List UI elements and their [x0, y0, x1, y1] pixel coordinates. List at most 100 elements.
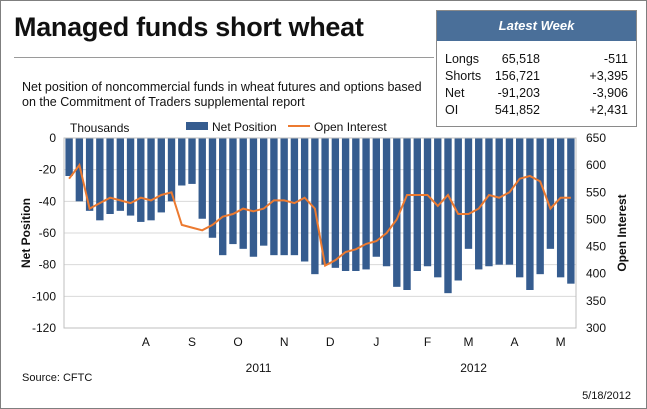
y-tick-label-right: 400 [586, 267, 606, 281]
y-tick-label-right: 300 [586, 321, 606, 335]
y-tick-label-left: -80 [39, 258, 57, 272]
net-position-bar [126, 138, 135, 216]
net-position-bar [567, 138, 575, 284]
latest-week-label: Net [445, 86, 465, 100]
latest-week-panel: Latest Week Longs 65,518 -511 Shorts 156… [436, 10, 637, 127]
y-tick-label-right: 550 [586, 185, 606, 199]
net-position-bar [454, 138, 462, 281]
latest-week-row-shorts: Shorts 156,721 +3,395 [437, 67, 636, 84]
net-position-bar [249, 138, 258, 257]
y-tick-label-left: 0 [49, 131, 56, 145]
net-position-bar [341, 138, 350, 271]
net-position-bar [382, 138, 391, 267]
net-position-bar [464, 138, 473, 249]
net-position-bar [475, 138, 483, 270]
y-tick-label-right: 350 [586, 294, 606, 308]
net-position-bar [495, 138, 503, 265]
latest-week-label: OI [445, 103, 459, 117]
x-month-label: O [233, 335, 242, 349]
net-position-bar [96, 138, 104, 221]
x-year-label: 2011 [246, 361, 272, 375]
x-month-label: F [424, 335, 431, 349]
x-month-label: J [373, 335, 379, 349]
y-tick-label-right: 650 [586, 131, 606, 145]
latest-week-row-oi: OI 541,852 +2,431 [437, 101, 636, 118]
latest-week-value: -91,203 [497, 86, 540, 100]
net-position-bar [65, 138, 73, 176]
net-position-bar [546, 138, 555, 249]
x-month-label: A [511, 335, 519, 349]
latest-week-change: -511 [603, 52, 628, 66]
net-position-bar [219, 138, 227, 256]
net-position-bar [393, 138, 401, 287]
y-axis-title-left: Net Position [19, 198, 33, 268]
net-position-bar [331, 138, 340, 268]
legend-label-net-position: Net Position [212, 120, 277, 134]
legend-label-open-interest: Open Interest [314, 120, 387, 134]
net-position-bar [137, 138, 145, 222]
y-tick-label-right: 600 [586, 158, 606, 172]
y-axis-title-right: Open Interest [615, 194, 629, 271]
y-tick-label-left: -40 [39, 194, 57, 208]
net-position-bar [515, 138, 524, 278]
y-tick-label-right: 500 [586, 212, 606, 226]
units-label: Thousands [70, 121, 129, 135]
x-month-label: D [326, 335, 335, 349]
net-position-bar [106, 138, 114, 214]
y-tick-label-right: 450 [586, 240, 606, 254]
latest-week-value: 156,721 [494, 69, 540, 83]
y-tick-label-left: -100 [32, 289, 56, 303]
x-month-label: M [556, 335, 566, 349]
net-position-bar [198, 138, 206, 219]
net-position-bar [556, 138, 565, 278]
net-position-bar [239, 138, 247, 249]
latest-week-value: 65,518 [501, 52, 540, 66]
net-position-bar [178, 138, 186, 186]
net-position-bar [116, 138, 125, 211]
x-month-label: A [142, 335, 150, 349]
plot-area [63, 137, 577, 329]
net-position-bar [270, 138, 278, 256]
latest-week-header: Latest Week [437, 11, 636, 41]
net-position-bar [157, 138, 165, 213]
latest-week-label: Shorts [445, 69, 482, 83]
source-note: Source: CFTC [22, 372, 93, 384]
net-position-bar [423, 138, 432, 267]
net-position-bar [75, 138, 84, 202]
latest-week-change: +3,395 [589, 69, 628, 83]
net-position-bar [362, 138, 370, 270]
net-position-bar [147, 138, 155, 221]
report-date: 5/18/2012 [582, 390, 631, 402]
net-position-bar [280, 138, 288, 256]
latest-week-value: 541,852 [494, 103, 540, 117]
net-position-bar [413, 138, 421, 271]
latest-week-row-net: Net -91,203 -3,906 [437, 84, 636, 101]
net-position-bar [208, 138, 217, 238]
net-position-bar [259, 138, 268, 246]
chart-subtitle: Net position of noncommercial funds in w… [22, 80, 422, 109]
x-month-label: M [463, 335, 473, 349]
x-month-label: N [280, 335, 289, 349]
net-position-bar [300, 138, 309, 262]
title-divider [14, 57, 434, 58]
net-position-bar [352, 138, 360, 271]
y-tick-label-left: -60 [39, 226, 57, 240]
net-position-bar [536, 138, 544, 275]
net-position-bar [444, 138, 452, 294]
y-tick-label-left: -20 [39, 163, 57, 177]
open-interest-line [68, 162, 571, 268]
net-position-bar [188, 138, 196, 184]
net-position-bar [229, 138, 237, 245]
net-position-bar [372, 138, 381, 257]
latest-week-label: Longs [445, 52, 480, 66]
net-position-bar [526, 138, 534, 290]
net-position-bar [403, 138, 411, 290]
y-tick-label-left: -120 [32, 321, 56, 335]
net-position-bar [290, 138, 299, 256]
latest-week-change: -3,906 [592, 86, 628, 100]
latest-week-row-longs: Longs 65,518 -511 [437, 50, 636, 67]
net-position-bar [85, 138, 94, 211]
x-month-label: S [188, 335, 196, 349]
net-position-bar [311, 138, 319, 275]
